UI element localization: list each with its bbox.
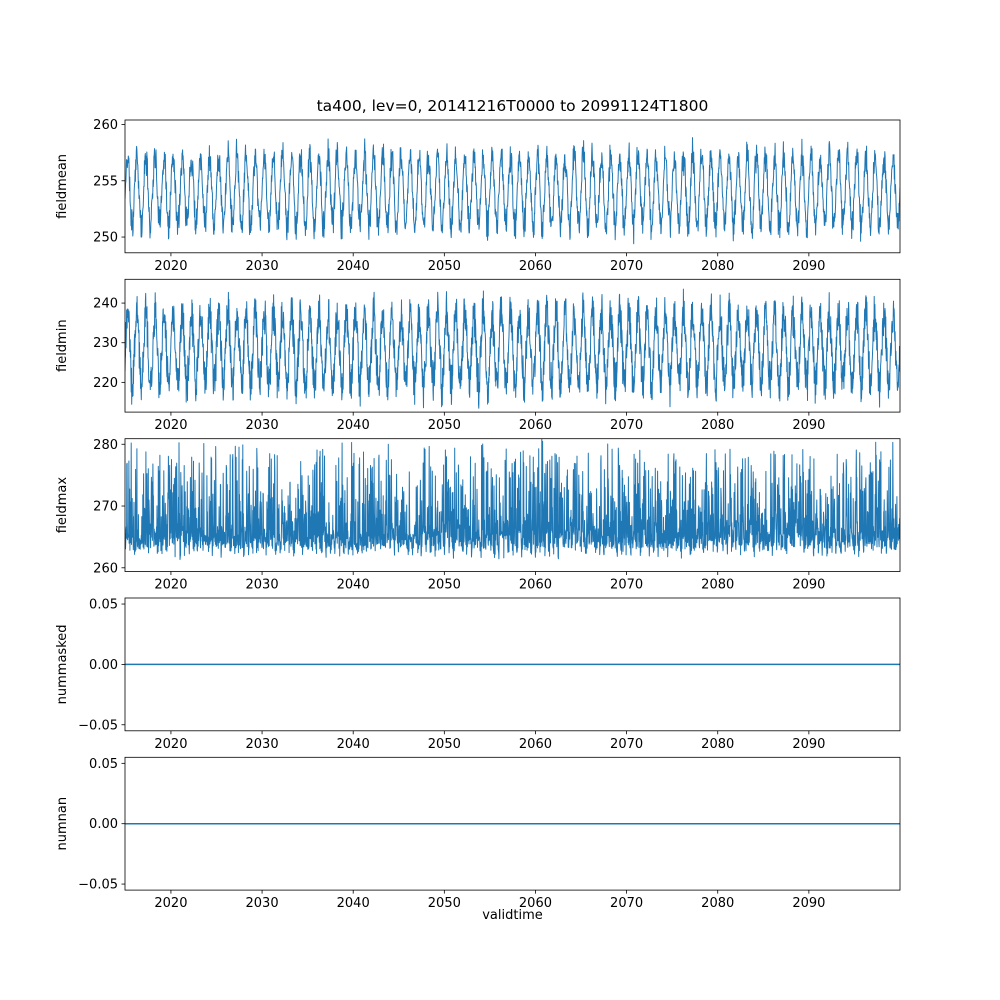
x-tick-label: 2060 <box>519 259 552 274</box>
x-tick-label: 2070 <box>610 737 643 752</box>
x-tick-label: 2070 <box>610 418 643 433</box>
x-tick-label: 2060 <box>519 578 552 593</box>
x-tick-label: 2040 <box>337 896 370 911</box>
x-tick-label: 2090 <box>792 896 825 911</box>
x-tick-label: 2040 <box>337 737 370 752</box>
x-tick-label: 2050 <box>428 896 461 911</box>
x-axis-title: validtime <box>482 908 543 923</box>
x-tick-label: 2020 <box>154 896 187 911</box>
y-tick-label: 0.05 <box>89 598 118 613</box>
series-line-fieldmean <box>125 137 900 245</box>
y-axis-title-numnan: numnan <box>55 797 70 851</box>
x-tick-label: 2050 <box>428 418 461 433</box>
y-tick-label: 260 <box>93 561 118 576</box>
x-tick-label: 2050 <box>428 737 461 752</box>
x-tick-label: 2050 <box>428 259 461 274</box>
x-tick-label: 2070 <box>610 259 643 274</box>
x-tick-label: 2080 <box>701 896 734 911</box>
y-tick-label: −0.05 <box>78 718 118 733</box>
y-tick-label: 270 <box>93 500 118 515</box>
x-tick-label: 2040 <box>337 418 370 433</box>
x-tick-label: 2090 <box>792 418 825 433</box>
x-tick-label: 2080 <box>701 578 734 593</box>
y-tick-label: 255 <box>93 174 118 189</box>
series-line-fieldmax <box>125 438 900 560</box>
y-tick-label: 240 <box>93 297 118 312</box>
x-tick-label: 2060 <box>519 737 552 752</box>
series-line-fieldmin <box>125 288 900 409</box>
x-tick-label: 2070 <box>610 896 643 911</box>
x-tick-label: 2020 <box>154 259 187 274</box>
y-axis-title-fieldmin: fieldmin <box>55 319 70 372</box>
x-tick-label: 2030 <box>246 418 279 433</box>
y-tick-label: 280 <box>93 438 118 453</box>
y-tick-label: 230 <box>93 336 118 351</box>
x-tick-label: 2020 <box>154 737 187 752</box>
y-tick-label: 260 <box>93 118 118 133</box>
y-tick-label: 0.00 <box>89 658 118 673</box>
x-tick-label: 2040 <box>337 259 370 274</box>
y-tick-label: −0.05 <box>78 878 118 893</box>
x-tick-label: 2090 <box>792 259 825 274</box>
x-tick-label: 2090 <box>792 737 825 752</box>
axes-frame-fieldmin <box>124 278 901 413</box>
x-tick-label: 2020 <box>154 418 187 433</box>
y-axis-title-nummasked: nummasked <box>55 624 70 704</box>
y-tick-label: 0.05 <box>89 757 118 772</box>
x-tick-label: 2060 <box>519 418 552 433</box>
y-axis-title-fieldmax: fieldmax <box>55 477 70 534</box>
x-tick-label: 2040 <box>337 578 370 593</box>
axes-frame-fieldmax <box>124 438 901 572</box>
y-tick-label: 220 <box>93 376 118 391</box>
x-tick-label: 2030 <box>246 259 279 274</box>
axes-frame-fieldmean <box>124 119 901 254</box>
x-tick-label: 2080 <box>701 737 734 752</box>
x-tick-label: 2050 <box>428 578 461 593</box>
x-tick-label: 2060 <box>519 896 552 911</box>
chart-title: ta400, lev=0, 20141216T0000 to 20991124T… <box>316 97 709 115</box>
y-tick-label: 0.00 <box>89 817 118 832</box>
x-tick-label: 2030 <box>246 578 279 593</box>
x-tick-label: 2090 <box>792 578 825 593</box>
y-axis-title-fieldmean: fieldmean <box>55 154 70 219</box>
x-tick-label: 2080 <box>701 418 734 433</box>
x-tick-label: 2030 <box>246 896 279 911</box>
y-tick-label: 250 <box>93 231 118 246</box>
x-tick-label: 2020 <box>154 578 187 593</box>
x-tick-label: 2070 <box>610 578 643 593</box>
x-tick-label: 2080 <box>701 259 734 274</box>
x-tick-label: 2030 <box>246 737 279 752</box>
